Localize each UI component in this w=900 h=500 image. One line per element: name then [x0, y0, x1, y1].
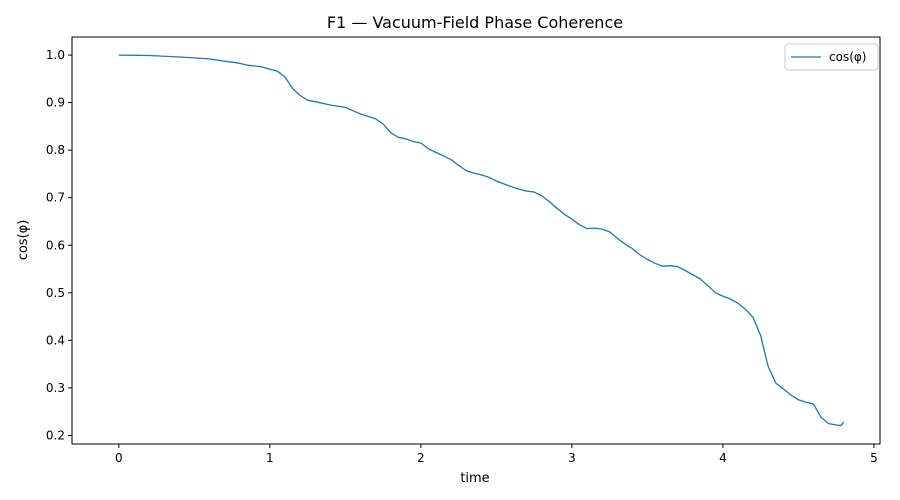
y-tick-label: 0.5 [46, 286, 65, 300]
y-tick-label: 0.8 [46, 143, 65, 157]
y-axis-label: cos(φ) [16, 220, 31, 261]
y-tick-label: 0.4 [46, 333, 65, 347]
legend-label: cos(φ) [829, 50, 866, 64]
y-tick-label: 1.0 [46, 48, 65, 62]
legend-box [784, 43, 879, 71]
x-tick-label: 3 [568, 451, 576, 465]
x-tick-label: 2 [417, 451, 425, 465]
x-tick-label: 5 [870, 451, 878, 465]
series-line [118, 54, 845, 427]
y-tick-label: 0.7 [46, 191, 65, 205]
y-tick-label: 0.9 [46, 96, 65, 110]
y-tick-label: 0.2 [46, 428, 65, 442]
y-axis: 0.2 0.3 0.4 0.5 0.6 0.7 0.8 0.9 1.0 [46, 48, 72, 442]
x-axis: 0 1 2 3 4 5 [115, 444, 878, 465]
y-tick-label: 0.6 [46, 238, 65, 252]
y-tick-label: 0.3 [46, 381, 65, 395]
plot-area [118, 54, 845, 427]
legend: cos(φ) [784, 43, 879, 71]
x-tick-label: 0 [115, 451, 123, 465]
x-axis-label: time [460, 471, 489, 486]
x-tick-label: 4 [719, 451, 727, 465]
x-tick-label: 1 [266, 451, 274, 465]
plot-frame [71, 36, 881, 445]
chart-title: F1 — Vacuum-Field Phase Coherence [327, 13, 623, 32]
